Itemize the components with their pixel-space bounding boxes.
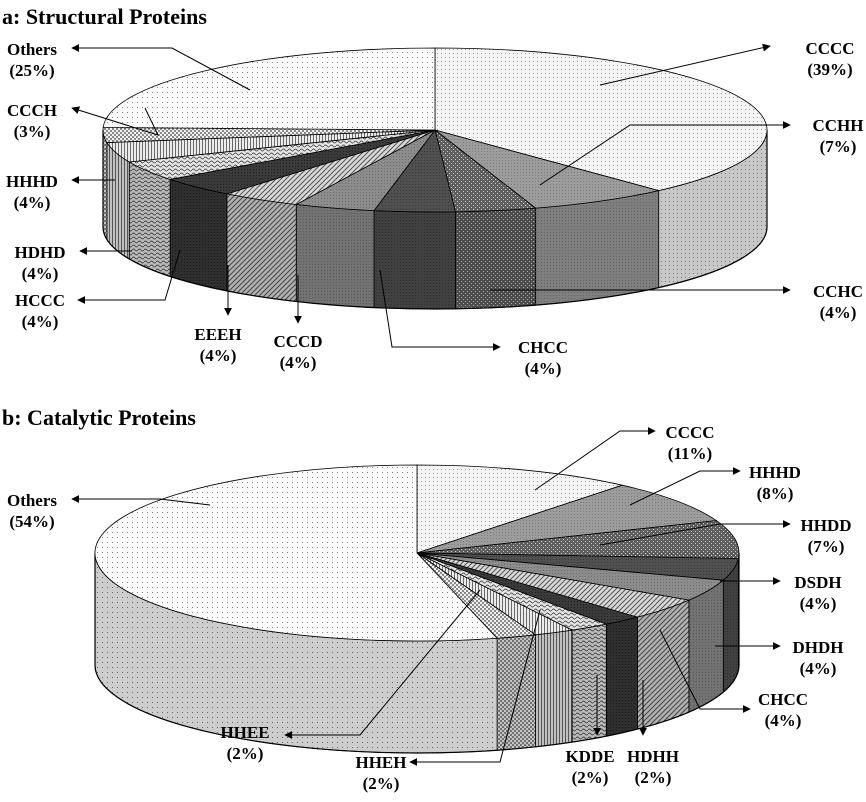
label-hdhh: HDHH <box>627 747 679 766</box>
label-cccc: CCCC <box>805 39 854 58</box>
side-shade-hdhd <box>129 161 171 277</box>
chart-a-leaders <box>71 43 791 351</box>
label-dsdh: DSDH <box>794 573 841 592</box>
label-pct-hheh: (2%) <box>363 774 400 793</box>
side-shade-cccc <box>658 130 767 288</box>
side-shade-kdde <box>572 624 607 743</box>
leader-cccc <box>534 427 656 491</box>
cylinder-outline <box>94 553 740 754</box>
label-hhhd: HHHD <box>749 463 801 482</box>
leader-cchh <box>539 121 791 186</box>
side-shade-eeeh <box>226 193 297 302</box>
label-pct-dsdh: (4%) <box>800 594 837 613</box>
label-others: Others <box>7 491 57 510</box>
label-pct-cchh: (7%) <box>820 137 857 156</box>
label-cccc: CCCC <box>665 423 714 442</box>
chart-a: CCCC (39%) CCHH (7%) CCHC (4%) CHCC (4%) CCCD (4%… <box>6 39 863 378</box>
side-shade-cccd <box>296 204 374 308</box>
slice-cchh <box>434 129 659 209</box>
side-shade-dsdh <box>723 558 739 693</box>
chart-b-title: b: Catalytic Proteins <box>2 405 196 430</box>
leader-ccch <box>71 106 159 136</box>
label-kdde: KDDE <box>565 747 614 766</box>
side-shade-hhhd <box>106 142 130 259</box>
chart-b: CCCC (11%) HHHD (8%) HHDD (7%) DSDH (4%) DHDH (4%… <box>7 423 852 793</box>
label-cchc: CCHC <box>813 282 863 301</box>
label-hhhd: HHHD <box>6 172 58 191</box>
label-pct-hdhh: (2%) <box>635 768 672 787</box>
slice-cccc <box>416 464 624 554</box>
side-shade-cchh <box>535 190 659 306</box>
side-shade-ccch <box>103 130 107 240</box>
leader-hccc <box>77 249 181 304</box>
side-shade-hccc <box>170 179 227 291</box>
label-pct-kdde: (2%) <box>572 768 609 787</box>
chart-a-sides <box>102 129 768 310</box>
leader-chcc <box>379 269 501 351</box>
label-chcc: CHCC <box>758 690 808 709</box>
slice-hhhd <box>416 484 718 554</box>
label-hdhd: HDHD <box>15 243 66 262</box>
label-eeeh: EEEH <box>194 325 241 344</box>
label-pct-hdhd: (4%) <box>22 264 59 283</box>
side-shade-others <box>95 553 498 753</box>
chart-b-labels: CCCC (11%) HHHD (8%) HHDD (7%) DSDH (4%) DHDH (4%… <box>7 423 852 793</box>
leader-chcc <box>659 629 751 713</box>
leader-hhee <box>284 589 481 739</box>
label-chcc: CHCC <box>518 338 568 357</box>
slice-hhdd <box>416 520 740 559</box>
chart-a-title: a: Structural Proteins <box>2 4 207 29</box>
label-pct-chcc: (4%) <box>765 711 802 730</box>
chart-b-top <box>94 464 740 642</box>
side-shade-hheh <box>535 630 573 747</box>
slice-others <box>94 464 498 642</box>
label-hccc: HCCC <box>15 291 65 310</box>
label-pct-others: (25%) <box>9 61 54 80</box>
leader-others <box>71 495 211 506</box>
chart-a-top <box>102 47 768 213</box>
leader-hhdd <box>599 520 791 546</box>
side-shade-chcc <box>637 600 689 730</box>
label-pct-dhdh: (4%) <box>800 659 837 678</box>
slice-others <box>102 47 436 131</box>
label-cchh: CCHH <box>813 116 864 135</box>
label-cccd: CCCD <box>273 332 322 351</box>
label-pct-hhhd: (4%) <box>14 193 51 212</box>
leader-hhhd <box>629 467 741 506</box>
leader-cccc <box>599 43 771 86</box>
leader-hheh <box>409 609 541 766</box>
label-pct-others: (54%) <box>9 512 54 531</box>
label-pct-cccc: (39%) <box>807 60 852 79</box>
side-shade-chcc <box>373 210 456 309</box>
label-pct-cccc: (11%) <box>668 444 712 463</box>
label-hheh: HHEH <box>355 753 406 772</box>
cylinder-outline <box>102 130 768 310</box>
label-pct-hhdd: (7%) <box>808 537 845 556</box>
label-pct-hhee: (2%) <box>227 744 264 763</box>
label-dhdh: DHDH <box>793 638 844 657</box>
chart-a-labels: CCCC (39%) CCHH (7%) CCHC (4%) CHCC (4%) CCCD (4%… <box>6 39 863 378</box>
label-pct-chcc: (4%) <box>525 359 562 378</box>
label-hhdd: HHDD <box>801 516 852 535</box>
side-shade-cchc <box>455 208 536 309</box>
label-pct-cchc: (4%) <box>820 303 857 322</box>
label-others: Others <box>7 40 57 59</box>
label-pct-eeeh: (4%) <box>200 346 237 365</box>
label-ccch: CCCH <box>7 101 57 120</box>
label-hhee: HHEE <box>220 723 269 742</box>
label-pct-hccc: (4%) <box>22 312 59 331</box>
label-pct-cccd: (4%) <box>280 353 317 372</box>
side-shade-hdhh <box>606 617 638 737</box>
leader-others <box>71 44 251 91</box>
label-pct-ccch: (3%) <box>14 122 51 141</box>
side-shade-dhdh <box>688 580 724 713</box>
label-pct-hhhd: (8%) <box>757 484 794 503</box>
side-shade-hhee <box>497 634 536 751</box>
slice-cccc <box>434 47 768 192</box>
chart-b-leaders <box>71 427 791 766</box>
